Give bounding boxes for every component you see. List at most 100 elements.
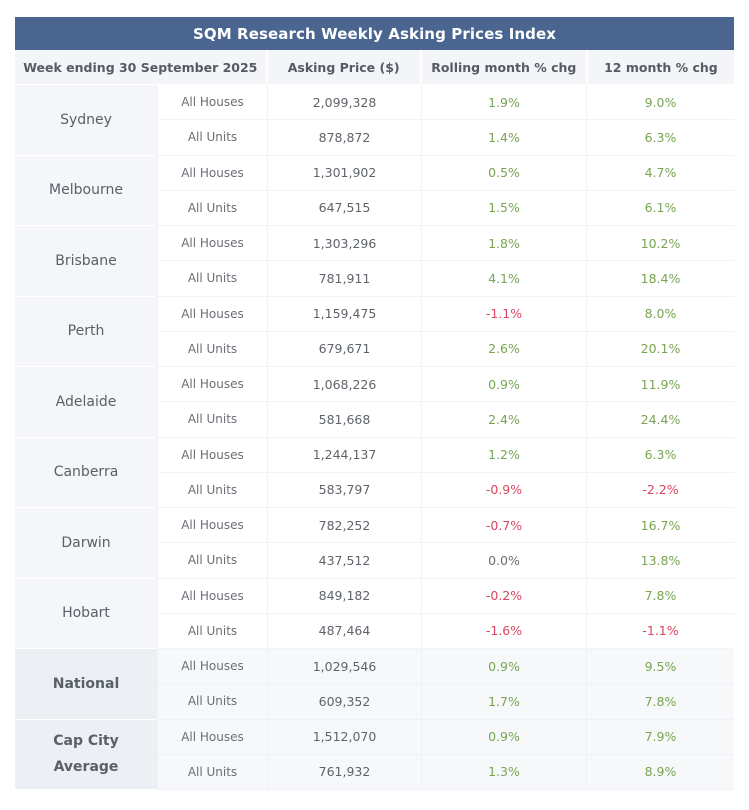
city-group: Melbourne All Houses 1,301,902 0.5% 4.7% All … (15, 155, 734, 226)
twelve-month-change-cell: 13.8% (586, 543, 734, 579)
rolling-month-change-cell: -0.9% (421, 472, 586, 508)
rolling-month-change-cell: 1.4% (421, 120, 586, 156)
header-rolling-month: Rolling month % chg (419, 50, 586, 84)
twelve-month-change-cell: 10.2% (586, 226, 734, 262)
property-type-cell: All Units (157, 402, 267, 438)
property-type-cell: All Houses (157, 155, 267, 191)
property-type-cell: All Houses (157, 296, 267, 332)
property-type-cell: All Houses (157, 85, 267, 121)
table-row: All Houses 1,512,070 0.9% 7.9% (157, 719, 734, 755)
property-type-cell: All Houses (157, 226, 267, 262)
property-type-cell: All Units (157, 684, 267, 720)
asking-price-cell: 609,352 (267, 684, 421, 720)
table-row: All Units 679,671 2.6% 20.1% (157, 331, 734, 367)
city-label: Perth (15, 296, 157, 367)
property-type-cell: All Units (157, 261, 267, 297)
table-row: All Houses 1,244,137 1.2% 6.3% (157, 437, 734, 473)
twelve-month-change-cell: 4.7% (586, 155, 734, 191)
table-row: All Units 878,872 1.4% 6.3% (157, 120, 734, 156)
asking-price-cell: 1,301,902 (267, 155, 421, 191)
asking-price-cell: 487,464 (267, 613, 421, 649)
asking-price-cell: 2,099,328 (267, 85, 421, 121)
asking-price-cell: 647,515 (267, 190, 421, 226)
city-group: Adelaide All Houses 1,068,226 0.9% 11.9% All … (15, 367, 734, 438)
property-type-cell: All Units (157, 120, 267, 156)
rolling-month-change-cell: 2.4% (421, 402, 586, 438)
asking-price-cell: 761,932 (267, 754, 421, 790)
twelve-month-change-cell: 9.0% (586, 85, 734, 121)
city-label: Darwin (15, 508, 157, 579)
city-group: Brisbane All Houses 1,303,296 1.8% 10.2% All … (15, 226, 734, 297)
city-label: Canberra (15, 437, 157, 508)
asking-prices-table: SQM Research Weekly Asking Prices Index … (15, 17, 734, 790)
city-label: Adelaide (15, 367, 157, 438)
city-group: Cap City Average All Houses 1,512,070 0.9% 7… (15, 719, 734, 790)
asking-price-cell: 1,068,226 (267, 367, 421, 403)
twelve-month-change-cell: 8.0% (586, 296, 734, 332)
asking-price-cell: 1,244,137 (267, 437, 421, 473)
twelve-month-change-cell: 8.9% (586, 754, 734, 790)
asking-price-cell: 1,029,546 (267, 649, 421, 685)
property-type-cell: All Houses (157, 719, 267, 755)
city-group: Hobart All Houses 849,182 -0.2% 7.8% All Unit… (15, 578, 734, 649)
header-12-month: 12 month % chg (585, 50, 734, 84)
property-type-cell: All Houses (157, 367, 267, 403)
rolling-month-change-cell: 1.3% (421, 754, 586, 790)
property-type-cell: All Houses (157, 437, 267, 473)
table-row: All Units 437,512 0.0% 13.8% (157, 543, 734, 579)
table-row: All Units 647,515 1.5% 6.1% (157, 190, 734, 226)
rolling-month-change-cell: 1.5% (421, 190, 586, 226)
twelve-month-change-cell: 6.1% (586, 190, 734, 226)
twelve-month-change-cell: 24.4% (586, 402, 734, 438)
table-row: All Houses 2,099,328 1.9% 9.0% (157, 85, 734, 121)
table-row: All Houses 849,182 -0.2% 7.8% (157, 578, 734, 614)
table-row: All Houses 1,068,226 0.9% 11.9% (157, 367, 734, 403)
rolling-month-change-cell: 0.5% (421, 155, 586, 191)
asking-price-cell: 581,668 (267, 402, 421, 438)
twelve-month-change-cell: 18.4% (586, 261, 734, 297)
city-label: Sydney (15, 85, 157, 156)
rolling-month-change-cell: -0.2% (421, 578, 586, 614)
rolling-month-change-cell: 4.1% (421, 261, 586, 297)
twelve-month-change-cell: 11.9% (586, 367, 734, 403)
rolling-month-change-cell: 1.7% (421, 684, 586, 720)
table-row: All Units 781,911 4.1% 18.4% (157, 261, 734, 297)
city-label: Brisbane (15, 226, 157, 297)
city-group: Canberra All Houses 1,244,137 1.2% 6.3% All U… (15, 437, 734, 508)
city-label: Hobart (15, 578, 157, 649)
asking-price-cell: 679,671 (267, 331, 421, 367)
table-row: All Houses 1,303,296 1.8% 10.2% (157, 226, 734, 262)
asking-price-cell: 782,252 (267, 508, 421, 544)
table-body: Sydney All Houses 2,099,328 1.9% 9.0% All Uni… (15, 85, 734, 790)
city-label: National (15, 649, 157, 720)
rolling-month-change-cell: 1.9% (421, 85, 586, 121)
twelve-month-change-cell: -1.1% (586, 613, 734, 649)
city-label: Cap City Average (15, 719, 157, 790)
property-type-cell: All Houses (157, 508, 267, 544)
table-row: All Houses 782,252 -0.7% 16.7% (157, 508, 734, 544)
rolling-month-change-cell: 1.2% (421, 437, 586, 473)
table-title: SQM Research Weekly Asking Prices Index (15, 17, 734, 50)
rolling-month-change-cell: 0.9% (421, 649, 586, 685)
city-group: Sydney All Houses 2,099,328 1.9% 9.0% All Uni… (15, 85, 734, 156)
rolling-month-change-cell: 2.6% (421, 331, 586, 367)
rolling-month-change-cell: 0.9% (421, 719, 586, 755)
table-row: All Houses 1,159,475 -1.1% 8.0% (157, 296, 734, 332)
rolling-month-change-cell: 0.9% (421, 367, 586, 403)
rolling-month-change-cell: 1.8% (421, 226, 586, 262)
property-type-cell: All Houses (157, 649, 267, 685)
twelve-month-change-cell: 16.7% (586, 508, 734, 544)
table-row: All Units 609,352 1.7% 7.8% (157, 684, 734, 720)
header-asking-price: Asking Price ($) (265, 50, 420, 84)
city-group: Darwin All Houses 782,252 -0.7% 16.7% All Uni… (15, 508, 734, 579)
property-type-cell: All Units (157, 613, 267, 649)
rolling-month-change-cell: -1.1% (421, 296, 586, 332)
city-group: Perth All Houses 1,159,475 -1.1% 8.0% All Uni… (15, 296, 734, 367)
twelve-month-change-cell: 7.9% (586, 719, 734, 755)
asking-price-cell: 849,182 (267, 578, 421, 614)
property-type-cell: All Units (157, 190, 267, 226)
table-row: All Houses 1,029,546 0.9% 9.5% (157, 649, 734, 685)
asking-price-cell: 583,797 (267, 472, 421, 508)
rolling-month-change-cell: 0.0% (421, 543, 586, 579)
property-type-cell: All Houses (157, 578, 267, 614)
